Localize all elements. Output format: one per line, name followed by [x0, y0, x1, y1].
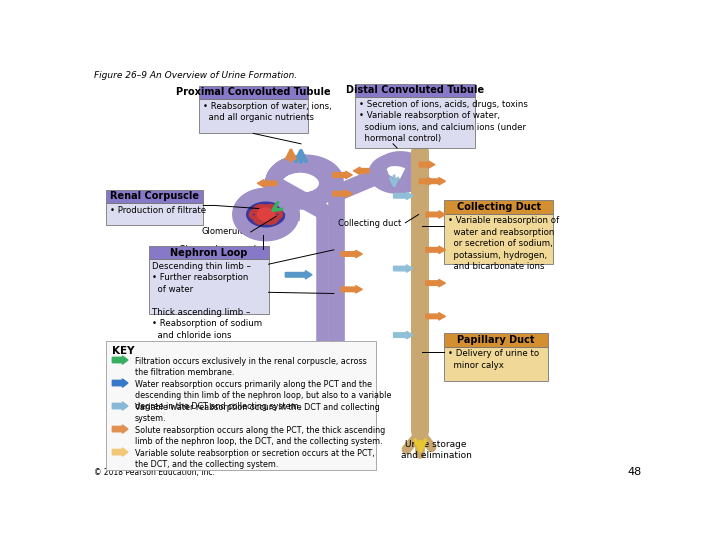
Text: 48: 48: [627, 467, 642, 477]
FancyBboxPatch shape: [106, 341, 377, 470]
FancyBboxPatch shape: [106, 203, 203, 225]
FancyBboxPatch shape: [355, 84, 475, 97]
Text: Water reabsorption occurs primarily along the PCT and the
descending thin limb o: Water reabsorption occurs primarily alon…: [135, 380, 391, 411]
FancyArrow shape: [341, 250, 362, 258]
FancyArrow shape: [426, 279, 446, 287]
FancyArrow shape: [341, 286, 362, 293]
Text: Variable solute reabsorption or secretion occurs at the PCT,
the DCT, and the co: Variable solute reabsorption or secretio…: [135, 449, 374, 469]
FancyArrow shape: [112, 402, 128, 410]
Text: • Production of filtrate: • Production of filtrate: [109, 206, 206, 215]
FancyArrow shape: [419, 161, 435, 168]
FancyArrow shape: [112, 425, 128, 433]
FancyArrow shape: [354, 167, 369, 174]
FancyArrow shape: [112, 379, 128, 387]
Text: Papillary Duct: Papillary Duct: [457, 335, 535, 345]
Text: • Secretion of ions, acids, drugs, toxins
• Variable reabsorption of water,
  so: • Secretion of ions, acids, drugs, toxin…: [359, 100, 528, 143]
FancyBboxPatch shape: [199, 85, 307, 99]
FancyArrow shape: [333, 190, 352, 198]
Text: Collecting Duct: Collecting Duct: [456, 202, 541, 212]
FancyBboxPatch shape: [148, 259, 269, 314]
FancyArrow shape: [394, 265, 413, 272]
FancyArrow shape: [419, 178, 435, 185]
FancyBboxPatch shape: [355, 97, 475, 148]
FancyArrow shape: [426, 211, 446, 218]
Circle shape: [240, 195, 292, 234]
Text: Distal Convoluted Tubule: Distal Convoluted Tubule: [346, 85, 484, 96]
FancyBboxPatch shape: [444, 347, 548, 381]
FancyBboxPatch shape: [444, 200, 553, 214]
FancyArrow shape: [258, 180, 277, 187]
Text: • Delivery of urine to
  minor calyx: • Delivery of urine to minor calyx: [449, 349, 539, 370]
Text: Figure 26–9 An Overview of Urine Formation.: Figure 26–9 An Overview of Urine Formati…: [94, 71, 297, 80]
FancyArrow shape: [394, 332, 413, 339]
Text: KEY: KEY: [112, 346, 135, 356]
Text: Collecting duct: Collecting duct: [338, 219, 401, 228]
FancyArrow shape: [112, 356, 128, 364]
Text: • Variable reabsorption of
  water and reabsorption
  or secretion of sodium,
  : • Variable reabsorption of water and rea…: [449, 216, 559, 271]
Text: Renal Corpuscle: Renal Corpuscle: [110, 191, 199, 201]
Text: Urine storage
and elimination: Urine storage and elimination: [400, 440, 472, 460]
Text: Descending thin limb –
• Further reabsorption
  of water

Thick ascending limb –: Descending thin limb – • Further reabsor…: [153, 262, 263, 340]
FancyBboxPatch shape: [444, 333, 548, 347]
Text: Glomerulus: Glomerulus: [201, 227, 250, 237]
Text: Glomerular capsule: Glomerular capsule: [179, 245, 262, 254]
FancyBboxPatch shape: [148, 246, 269, 259]
Text: Variable water reabsorption occurs in the DCT and collecting
system.: Variable water reabsorption occurs in th…: [135, 403, 379, 423]
FancyBboxPatch shape: [106, 190, 203, 203]
FancyBboxPatch shape: [199, 99, 307, 133]
Text: • Reabsorption of water, ions,
  and all organic nutrients: • Reabsorption of water, ions, and all o…: [203, 102, 331, 122]
FancyArrow shape: [426, 246, 446, 254]
FancyArrow shape: [426, 313, 446, 320]
Text: © 2018 Pearson Education, Inc.: © 2018 Pearson Education, Inc.: [94, 468, 215, 477]
FancyArrow shape: [285, 271, 312, 279]
Text: Proximal Convoluted Tubule: Proximal Convoluted Tubule: [176, 87, 330, 97]
FancyArrow shape: [112, 448, 128, 456]
FancyArrow shape: [426, 178, 446, 185]
Text: Solute reabsorption occurs along the PCT, the thick ascending
limb of the nephro: Solute reabsorption occurs along the PCT…: [135, 426, 385, 446]
Text: Filtration occurs exclusively in the renal corpuscle, across
the filtration memb: Filtration occurs exclusively in the ren…: [135, 357, 366, 377]
Text: Nephron Loop: Nephron Loop: [170, 247, 247, 258]
FancyArrow shape: [333, 171, 352, 179]
FancyArrow shape: [394, 192, 413, 199]
FancyBboxPatch shape: [444, 214, 553, 265]
